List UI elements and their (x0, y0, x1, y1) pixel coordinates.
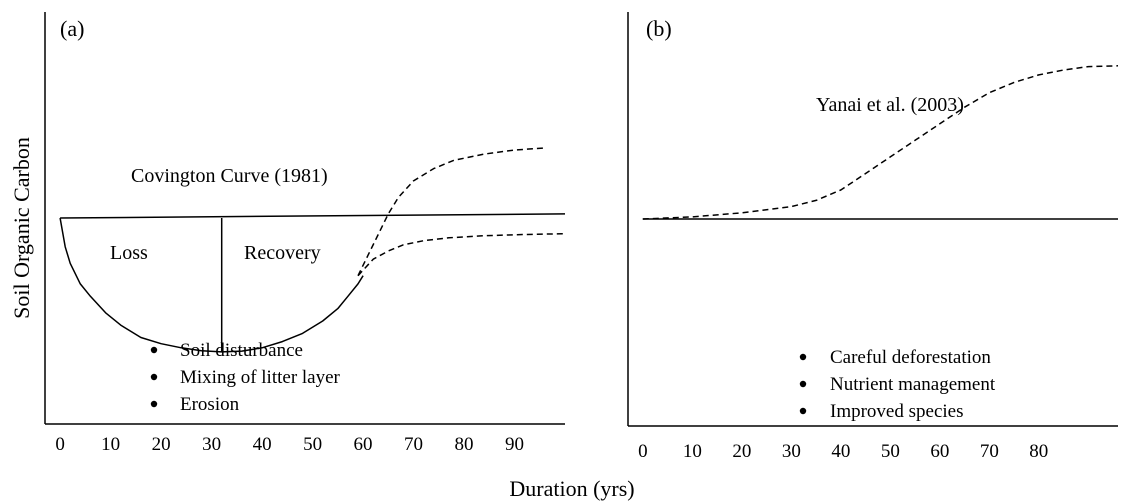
panel-a-bullet-2: Mixing of litter layer (180, 367, 341, 388)
panel-a-series-1-line (59, 217, 364, 353)
panel-a-label: (a) (60, 16, 84, 41)
panel-b-x-tick-label: 60 (930, 441, 949, 462)
bullet-icon (150, 400, 158, 408)
panel-b-series-2-dashed-line (642, 65, 1119, 220)
panel-a-bullet-3: Erosion (180, 394, 240, 415)
panel-b-x-tick-label: 80 (1029, 441, 1048, 462)
panel-a-x-tick-label: 20 (152, 434, 171, 455)
panel-a-curve-title: Covington Curve (1981) (131, 165, 328, 187)
bullet-icon (799, 353, 807, 361)
y-axis-title: Soil Organic Carbon (9, 137, 34, 319)
panel-a-series-5-dashed-line (357, 232, 566, 277)
panel-b-x-tick-labels: 0 10 20 30 40 50 60 70 80 (638, 441, 1048, 462)
panel-b-bullet-2: Nutrient management (830, 374, 996, 395)
panel-b-x-tick-label: 0 (638, 441, 648, 462)
panel-a-x-tick-label: 70 (404, 434, 423, 455)
panel-b-x-tick-label: 70 (980, 441, 999, 462)
panel-b-series (642, 65, 1119, 220)
panel-a-x-tick-label: 50 (303, 434, 322, 455)
panel-a: (a) Covington Curve (1981) Loss Recovery… (44, 12, 566, 455)
panel-a-loss-label: Loss (110, 242, 148, 264)
panel-a-series-2-line (60, 213, 566, 219)
panel-a-x-tick-label: 40 (253, 434, 272, 455)
panel-a-bullet-list: Soil disturbance Mixing of litter layer … (150, 340, 341, 415)
panel-a-x-tick-label: 0 (55, 434, 65, 455)
panel-b-x-tick-label: 10 (683, 441, 702, 462)
panel-b-bullet-list: Careful deforestation Nutrient managemen… (799, 347, 996, 422)
panel-b-x-tick-label: 20 (732, 441, 751, 462)
panel-b: (b) Yanai et al. (2003) Careful deforest… (627, 12, 1119, 462)
panel-b-curve-title: Yanai et al. (2003) (816, 94, 964, 116)
x-axis-title: Duration (yrs) (509, 476, 634, 501)
panel-b-x-tick-label: 50 (881, 441, 900, 462)
bullet-icon (799, 407, 807, 415)
panel-b-x-tick-label: 40 (831, 441, 850, 462)
panel-b-x-tick-label: 30 (782, 441, 801, 462)
panel-a-series-4-dashed-line (357, 147, 545, 277)
panel-b-bullet-1: Careful deforestation (830, 347, 991, 368)
bullet-icon (150, 346, 158, 354)
panel-a-series (59, 147, 566, 353)
panel-a-x-tick-label: 10 (101, 434, 120, 455)
panel-a-x-tick-label: 60 (354, 434, 373, 455)
panel-b-label: (b) (646, 16, 672, 41)
panel-a-recovery-label: Recovery (244, 242, 321, 264)
panel-b-bullet-3: Improved species (830, 401, 963, 422)
panel-a-x-tick-labels: 0 10 20 30 40 50 60 70 80 90 (55, 434, 524, 455)
panel-a-x-tick-label: 30 (202, 434, 221, 455)
bullet-icon (799, 380, 807, 388)
panel-a-x-tick-label: 90 (505, 434, 524, 455)
bullet-icon (150, 373, 158, 381)
panel-a-x-tick-label: 80 (455, 434, 474, 455)
